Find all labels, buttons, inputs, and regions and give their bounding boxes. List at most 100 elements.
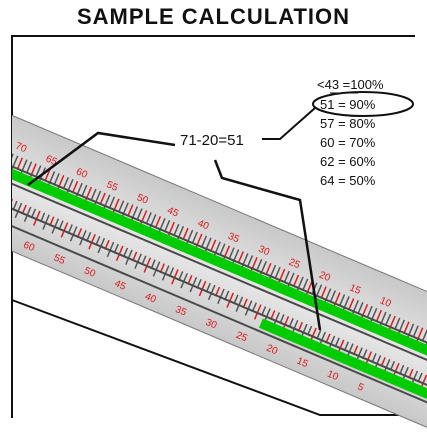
top-tick bbox=[293, 274, 300, 287]
bottom-tick bbox=[207, 284, 216, 301]
table-row-0: <43 =100% bbox=[317, 77, 384, 92]
top-tick bbox=[276, 268, 286, 286]
bottom-scale-label: 5 bbox=[356, 381, 366, 393]
top-tick bbox=[157, 218, 166, 236]
bottom-tick bbox=[288, 318, 294, 328]
top-tick bbox=[322, 288, 332, 306]
bottom-tick bbox=[297, 321, 303, 332]
bottom-tick bbox=[168, 267, 175, 278]
top-tick bbox=[396, 319, 406, 337]
top-tick bbox=[118, 200, 125, 213]
top-tick bbox=[339, 294, 346, 306]
top-tick bbox=[302, 278, 309, 291]
bottom-scale-label: 40 bbox=[143, 291, 158, 306]
top-tick bbox=[203, 237, 212, 255]
bottom-tick bbox=[51, 218, 60, 234]
top-tick bbox=[46, 171, 56, 189]
bottom-tick bbox=[76, 228, 83, 238]
top-tick bbox=[111, 198, 120, 216]
bottom-tick bbox=[141, 255, 147, 266]
bottom-tick bbox=[113, 243, 119, 254]
bottom-tick bbox=[306, 325, 313, 336]
top-tick bbox=[182, 227, 189, 240]
bottom-tick bbox=[205, 282, 211, 293]
top-scale-label: 30 bbox=[257, 244, 272, 259]
top-tick bbox=[387, 315, 396, 333]
top-tick bbox=[108, 196, 116, 209]
bottom-tick bbox=[270, 310, 276, 320]
top-tick bbox=[26, 161, 33, 173]
top-tick bbox=[295, 276, 304, 294]
bottom-tick bbox=[279, 314, 285, 324]
top-tick bbox=[16, 157, 24, 170]
bottom-tick bbox=[316, 329, 322, 340]
top-tick bbox=[35, 165, 42, 177]
bottom-tick bbox=[12, 200, 18, 211]
top-tick bbox=[74, 182, 83, 201]
top-tick bbox=[191, 231, 198, 244]
top-scale-label: 70 bbox=[14, 141, 29, 156]
bottom-tick bbox=[122, 247, 129, 258]
top-tick bbox=[258, 260, 267, 279]
bottom-tick bbox=[3, 197, 8, 207]
top-scale-label: 45 bbox=[165, 205, 180, 220]
bottom-tick bbox=[260, 306, 267, 317]
bottom-tick bbox=[253, 304, 262, 320]
top-tick bbox=[405, 323, 415, 341]
bottom-scale-label: 10 bbox=[325, 369, 340, 384]
bottom-tick bbox=[325, 333, 331, 344]
green-stripe-lower bbox=[258, 318, 427, 414]
top-tick bbox=[184, 229, 194, 247]
pointer-line-right bbox=[213, 159, 322, 331]
bottom-scale-label: 50 bbox=[82, 265, 97, 280]
frame-outline bbox=[11, 35, 415, 418]
top-tick bbox=[12, 153, 14, 166]
top-tick bbox=[320, 286, 327, 299]
bottom-tick bbox=[398, 364, 405, 375]
top-tick bbox=[28, 163, 37, 181]
top-tick bbox=[155, 216, 162, 228]
bottom-scale-label: 60 bbox=[22, 240, 37, 255]
top-tick bbox=[138, 210, 148, 228]
bottom-tick bbox=[104, 239, 110, 250]
bottom-tick bbox=[0, 195, 4, 210]
bottom-tick bbox=[242, 298, 248, 309]
top-tick bbox=[359, 303, 369, 322]
top-scale-ticks bbox=[0, 150, 427, 349]
top-tick bbox=[164, 219, 171, 232]
table-row-5: 64 = 50% bbox=[320, 173, 376, 188]
top-tick bbox=[237, 251, 244, 263]
pointer-line-left bbox=[27, 131, 176, 187]
bottom-tick bbox=[362, 349, 368, 360]
bottom-tick bbox=[30, 208, 37, 219]
bottom-tick bbox=[95, 235, 101, 246]
bottom-tick bbox=[217, 288, 225, 305]
bottom-tick bbox=[244, 300, 253, 316]
diagram-title: SAMPLE CALCULATION bbox=[76, 4, 351, 29]
top-tick bbox=[366, 305, 373, 318]
bottom-tick bbox=[343, 341, 350, 352]
bottom-tick bbox=[33, 210, 41, 226]
top-tick bbox=[90, 188, 97, 201]
bottom-tick bbox=[115, 245, 124, 262]
top-tick bbox=[329, 290, 336, 302]
top-tick bbox=[0, 150, 5, 162]
top-tick bbox=[145, 212, 152, 224]
top-tick bbox=[175, 225, 185, 243]
bottom-scale-label: 45 bbox=[113, 278, 128, 293]
top-scale-label: 10 bbox=[378, 295, 393, 310]
top-scale-label: 25 bbox=[287, 257, 302, 272]
rail-line bbox=[12, 160, 427, 382]
top-tick bbox=[332, 292, 341, 310]
top-tick bbox=[56, 175, 65, 193]
top-tick bbox=[265, 262, 272, 275]
top-tick bbox=[212, 241, 221, 259]
bottom-scale-labels: 65 60 55 50 45 40 35 30 25 20 15 10 5 bbox=[22, 240, 366, 394]
bottom-tick bbox=[417, 372, 423, 383]
rail-line bbox=[12, 181, 427, 403]
top-tick bbox=[129, 206, 139, 224]
bottom-tick bbox=[106, 241, 115, 258]
top-tick bbox=[12, 155, 19, 173]
